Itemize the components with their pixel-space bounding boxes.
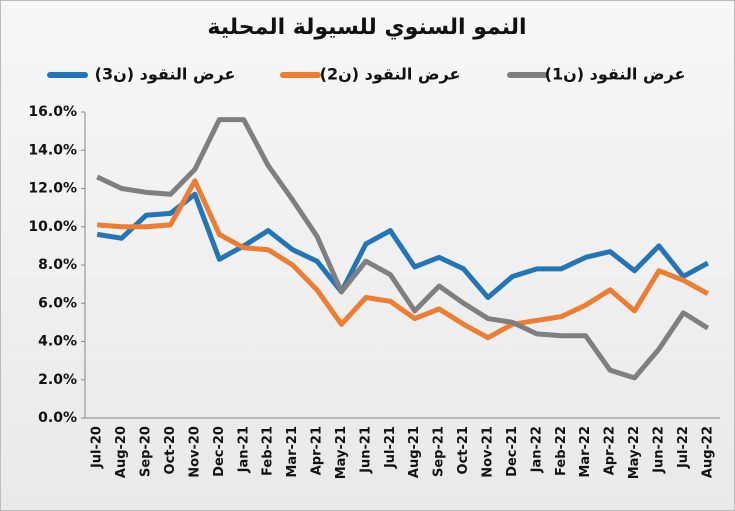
x-tick-label: Feb-21 xyxy=(261,426,276,476)
x-tick-label: Sep-20 xyxy=(139,426,154,477)
x-tick-label: Mar-22 xyxy=(578,426,593,478)
x-tick-label: Dec-20 xyxy=(212,426,227,477)
y-tick-label: 12.0% xyxy=(28,181,77,197)
x-tick-label: Oct-20 xyxy=(163,426,178,474)
x-tick-label: Nov-20 xyxy=(187,426,202,478)
x-tick-label: Sep-21 xyxy=(432,426,447,477)
x-tick-label: Aug-20 xyxy=(114,426,129,478)
chart-title: النمو السنوي للسيولة المحلية xyxy=(207,15,526,40)
x-tick-label: Jan-21 xyxy=(236,426,251,473)
series-line xyxy=(97,178,709,341)
y-tick-label: 14.0% xyxy=(28,142,77,158)
x-tick-label: May-21 xyxy=(334,426,349,479)
x-tick-label: Oct-21 xyxy=(456,426,471,474)
x-tick-label: Feb-22 xyxy=(554,426,569,476)
legend-label: عرض النقود (ن2) xyxy=(320,65,461,84)
legend-label: عرض النقود (ن3) xyxy=(95,65,236,84)
x-tick-label: Nov-21 xyxy=(480,426,495,478)
x-tick-label: May-22 xyxy=(627,426,642,479)
series-line xyxy=(96,191,709,301)
x-tick-label: Apr-21 xyxy=(310,426,325,475)
x-tick-label: Jun-21 xyxy=(358,426,373,474)
x-tick-label: Dec-21 xyxy=(505,426,520,477)
x-tick-label: Mar-21 xyxy=(285,426,300,478)
x-tick-label: Jul-20 xyxy=(90,426,105,469)
x-tick-label: Aug-22 xyxy=(700,426,715,478)
x-tick-label: Jun-22 xyxy=(651,426,666,474)
series-line xyxy=(96,117,710,381)
y-tick-label: 8.0% xyxy=(38,257,77,273)
y-tick-label: 0.0% xyxy=(38,410,77,426)
y-tick-label: 10.0% xyxy=(28,219,77,235)
x-tick-label: Apr-22 xyxy=(603,426,618,475)
x-tick-label: Aug-21 xyxy=(407,426,422,478)
y-tick-label: 2.0% xyxy=(38,372,77,388)
x-tick-label: Jan-22 xyxy=(529,426,544,473)
x-tick-label: Jul-21 xyxy=(383,426,398,469)
legend-label: عرض النقود (ن1) xyxy=(545,65,686,84)
y-tick-label: 4.0% xyxy=(38,334,77,350)
x-tick-label: Jul-22 xyxy=(676,426,691,469)
y-tick-label: 6.0% xyxy=(38,295,77,311)
y-tick-label: 16.0% xyxy=(28,104,77,120)
